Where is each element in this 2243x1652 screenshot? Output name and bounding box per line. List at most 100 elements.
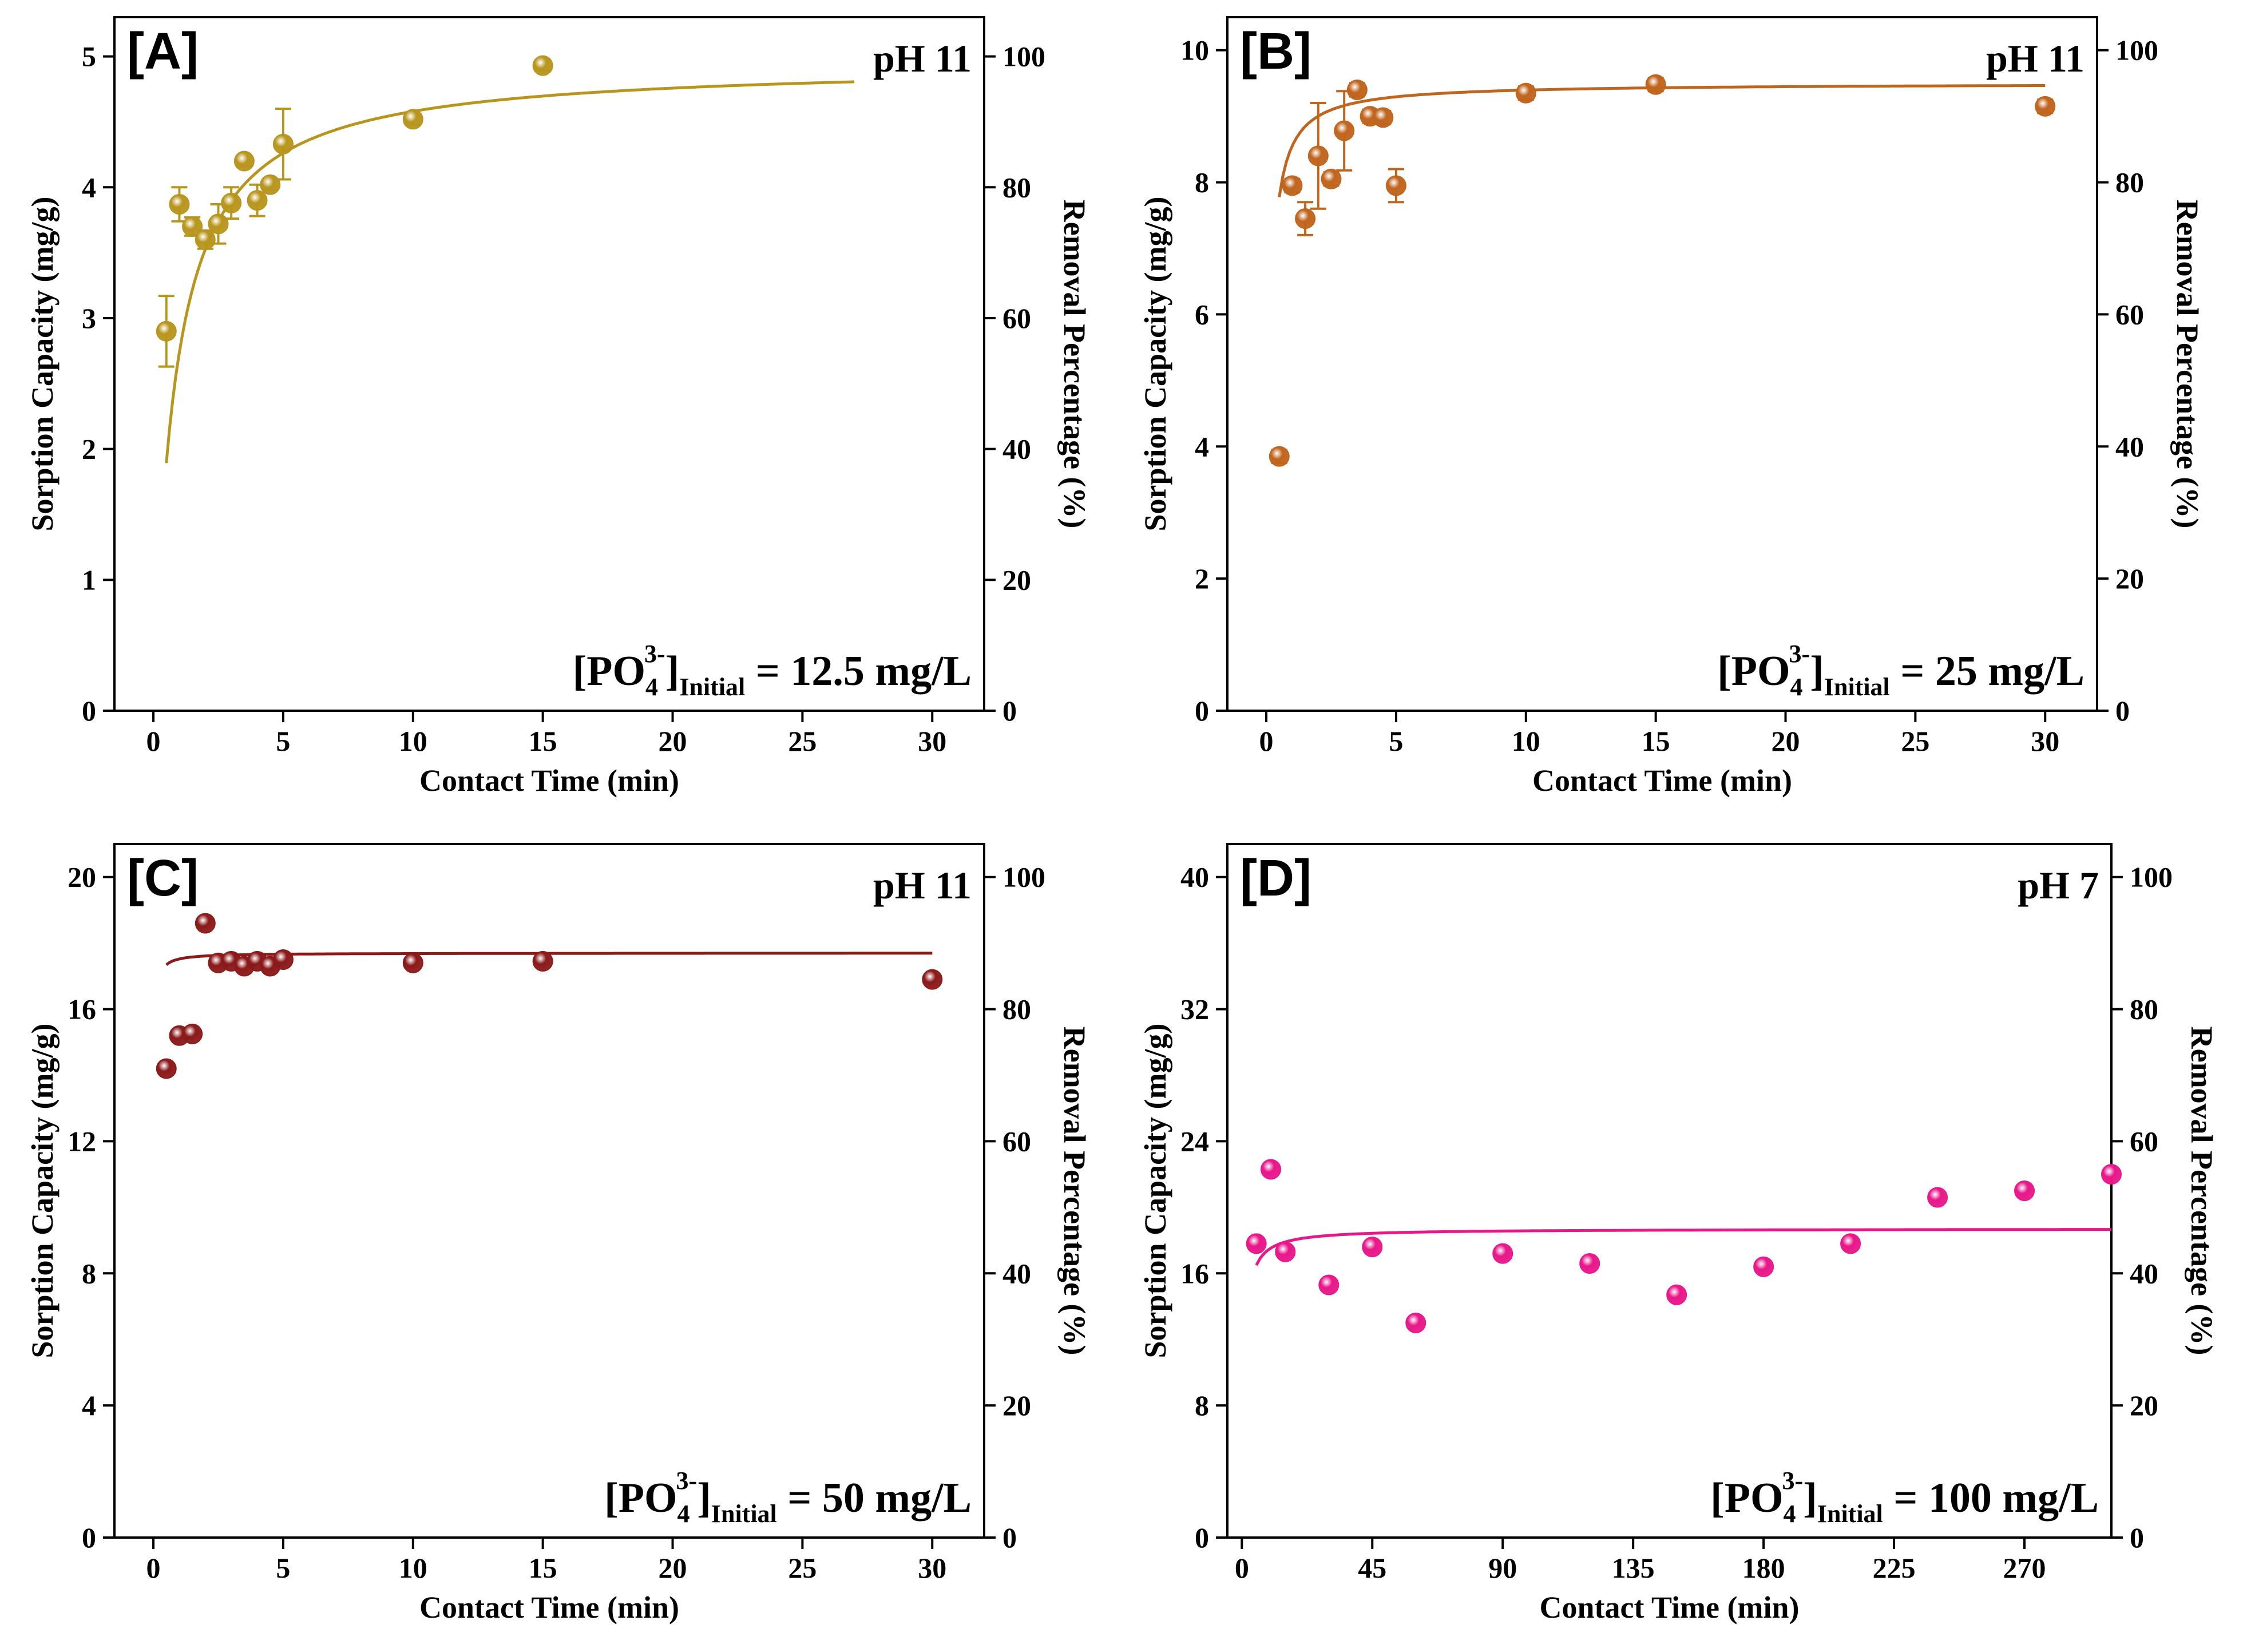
y-tick-label: 16 (68, 993, 96, 1025)
y2-tick-label: 40 (1002, 433, 1031, 465)
y-tick-label: 20 (68, 861, 96, 893)
y2-tick-label: 0 (2130, 1522, 2144, 1554)
y-tick-label: 4 (1195, 430, 1209, 462)
data-point (272, 949, 294, 970)
y2-tick-label: 60 (1002, 1125, 1031, 1157)
ph-label: pH 11 (873, 37, 972, 80)
concentration-value-text: = 100 mg/L (1883, 1475, 2099, 1522)
x-tick-label: 25 (788, 725, 817, 757)
y2-tick-label: 40 (2130, 1257, 2158, 1289)
x-tick-label: 15 (1642, 725, 1670, 757)
x-tick-label: 15 (529, 725, 557, 757)
data-point (195, 913, 216, 934)
x-tick-label: 270 (2003, 1552, 2046, 1584)
y2-axis-title: Removal Percentage (%) (1057, 200, 1092, 529)
concentration-label-sub: Initial (1824, 673, 1890, 701)
x-tick-label: 10 (1512, 725, 1540, 757)
y-tick-label: 5 (82, 41, 96, 73)
y2-tick-label: 100 (2115, 34, 2158, 66)
chart-panel-a: 0 5 10 15 20 25 30 0 1 2 3 4 5 0 20 40 60 80 100 Contact Ti… (25, 16, 1092, 798)
y2-tick-label: 20 (1002, 1389, 1031, 1421)
y-tick-label: 10 (1180, 34, 1209, 66)
concentration-label-sub: Initial (679, 673, 745, 701)
data-point (221, 192, 242, 213)
data-point (1927, 1187, 1948, 1208)
data-point (1318, 1274, 1340, 1296)
x-tick-label: 10 (399, 1552, 427, 1584)
y2-tick-label: 60 (2130, 1125, 2158, 1157)
concentration-value-text: = 50 mg/L (777, 1475, 972, 1522)
concentration-label: [PO4 3-]Initial = 25 mg/L (1717, 640, 2085, 701)
x-tick-label: 90 (1488, 1552, 1517, 1584)
x-axis-title: Contact Time (min) (1540, 1590, 1800, 1625)
y2-tick-label: 80 (2130, 993, 2158, 1025)
y-tick-label: 4 (82, 171, 96, 203)
y-axis-title: Sorption Capacity (mg/g) (1138, 197, 1172, 532)
x-axis-title: Contact Time (min) (1532, 763, 1792, 798)
x-tick-label: 225 (1873, 1552, 1916, 1584)
concentration-sup: 3- (1782, 1467, 1804, 1495)
concentration-bracket: ] (665, 648, 680, 695)
ph-label: pH 11 (1986, 37, 2085, 80)
y2-tick-label: 60 (1002, 302, 1031, 334)
y-tick-label: 2 (82, 433, 96, 465)
y-tick-label: 0 (82, 695, 96, 727)
data-point (1362, 1237, 1383, 1258)
y2-tick-label: 20 (1002, 564, 1031, 596)
concentration-bracket: ] (1810, 648, 1824, 695)
y-tick-label: 32 (1180, 993, 1209, 1025)
x-tick-label: 5 (1389, 725, 1403, 757)
y-tick-label: 6 (1195, 298, 1209, 330)
y-tick-label: 0 (1195, 695, 1209, 727)
data-point (1321, 168, 1342, 189)
concentration-sub: 4 (1784, 1500, 1796, 1528)
y2-tick-label: 100 (1002, 41, 1045, 73)
data-point (247, 190, 268, 211)
x-tick-label: 30 (918, 725, 946, 757)
data-point (1840, 1233, 1861, 1254)
panel-label: [A] (127, 23, 199, 80)
y2-tick-label: 0 (1002, 1522, 1017, 1554)
plot-frame (1226, 16, 2098, 712)
y-tick-label: 0 (82, 1522, 96, 1554)
y-tick-label: 12 (68, 1125, 96, 1157)
data-point (195, 229, 216, 250)
concentration-value-text: = 25 mg/L (1890, 648, 2085, 695)
data-point (1753, 1256, 1774, 1277)
data-point (2101, 1164, 2122, 1185)
data-point (1295, 208, 1316, 229)
x-tick-label: 0 (1259, 725, 1274, 757)
concentration-sub: 4 (677, 1500, 690, 1528)
data-point (156, 1058, 177, 1079)
y2-tick-label: 40 (2115, 430, 2144, 462)
x-tick-label: 20 (659, 1552, 687, 1584)
x-tick-label: 0 (1235, 1552, 1249, 1584)
y2-tick-label: 0 (1002, 695, 1017, 727)
concentration-label-sub: Initial (1817, 1500, 1883, 1528)
y2-tick-label: 100 (1002, 861, 1045, 893)
plot-frame (1226, 843, 2113, 1539)
x-tick-label: 180 (1742, 1552, 1785, 1584)
concentration-label: [PO4 3-]Initial = 100 mg/L (1710, 1467, 2099, 1528)
data-point (1275, 1241, 1296, 1262)
data-point (1515, 82, 1536, 104)
y2-tick-label: 40 (1002, 1257, 1031, 1289)
concentration-bracket: ] (697, 1475, 711, 1522)
y-tick-label: 8 (1195, 1389, 1209, 1421)
y2-tick-label: 0 (2115, 695, 2130, 727)
data-point (1246, 1233, 1267, 1254)
data-point (1260, 1159, 1281, 1180)
data-point (1373, 107, 1394, 128)
x-axis-title: Contact Time (min) (419, 1590, 679, 1625)
data-point (1307, 145, 1329, 167)
data-point (272, 133, 294, 154)
y-tick-label: 8 (1195, 167, 1209, 199)
concentration-species: [PO (1717, 648, 1790, 695)
y2-axis-title: Removal Percentage (%) (1057, 1027, 1092, 1356)
x-tick-label: 0 (146, 1552, 161, 1584)
y-tick-label: 3 (82, 302, 96, 334)
panel-label: [B] (1240, 23, 1311, 80)
y-tick-label: 8 (82, 1257, 96, 1289)
concentration-bracket: ] (1803, 1475, 1817, 1522)
